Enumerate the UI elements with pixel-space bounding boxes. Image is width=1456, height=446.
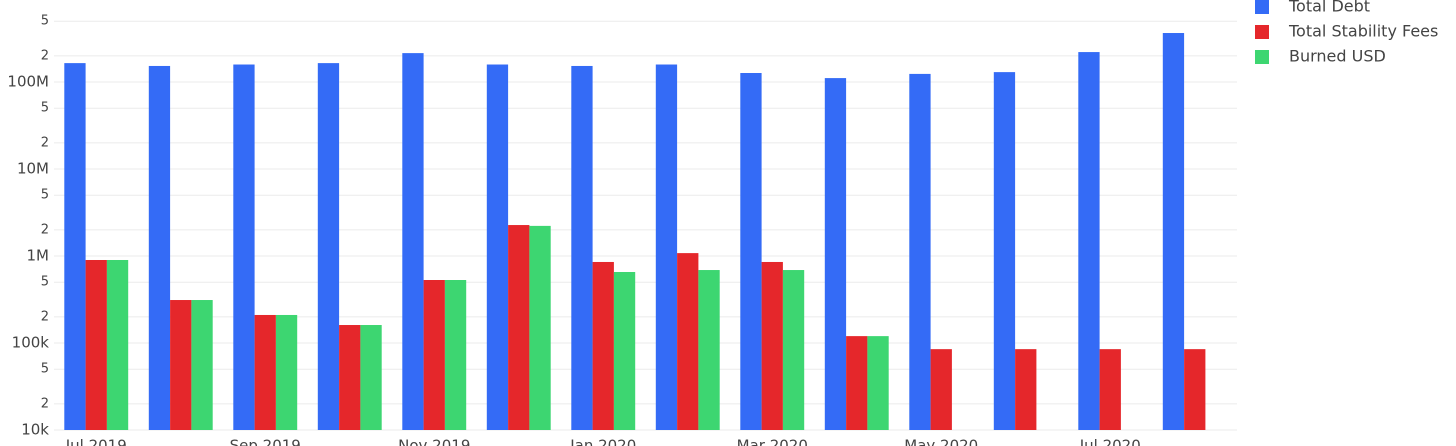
legend-label: Total Debt	[1288, 0, 1370, 16]
y-tick-label: 10M	[17, 160, 49, 178]
legend-swatch	[1255, 25, 1269, 39]
bar	[571, 65, 593, 430]
x-tick-label: Jul 2020	[1079, 437, 1141, 446]
bar	[508, 225, 530, 430]
bar	[930, 349, 952, 430]
y-tick-label: 2	[41, 222, 49, 237]
bar	[444, 280, 467, 430]
x-tick-label: Jan 2020	[569, 437, 636, 446]
bar	[993, 72, 1016, 430]
bar	[64, 63, 86, 430]
legend-swatch	[1255, 50, 1269, 64]
y-tick-label: 5	[41, 14, 49, 29]
y-tick-label: 5	[41, 275, 49, 290]
y-tick-label: 100M	[7, 73, 49, 91]
bar	[148, 65, 171, 430]
bar	[106, 259, 129, 430]
bar	[1184, 349, 1206, 430]
bar	[85, 259, 107, 430]
y-tick-label: 2	[41, 309, 49, 324]
y-tick-label: 1M	[27, 247, 50, 265]
bar	[360, 325, 382, 430]
x-tick-label: Sep 2019	[230, 437, 301, 446]
bar	[317, 63, 340, 430]
x-tick-label: Jul 2019	[65, 437, 127, 446]
bar	[655, 64, 678, 430]
bar	[1078, 52, 1100, 430]
bar	[698, 270, 720, 430]
bar	[486, 64, 509, 430]
bar	[170, 300, 192, 430]
bar	[423, 280, 445, 430]
bar	[761, 261, 783, 430]
x-tick-label: Mar 2020	[737, 437, 808, 446]
bar	[1162, 33, 1185, 431]
bar	[339, 325, 361, 430]
y-tick-label: 2	[41, 135, 49, 150]
bar	[824, 78, 847, 430]
bar	[529, 225, 551, 430]
bar	[254, 314, 276, 430]
bar	[867, 336, 889, 430]
bar	[233, 64, 255, 430]
x-tick-label: May 2020	[904, 437, 978, 446]
bar	[740, 73, 762, 431]
y-tick-label: 10k	[21, 421, 49, 439]
bar	[191, 300, 213, 430]
bar	[846, 336, 868, 430]
bar	[613, 272, 636, 430]
y-tick-label: 2	[41, 396, 49, 411]
bar	[592, 261, 614, 430]
legend-swatch	[1255, 0, 1269, 14]
y-tick-label: 5	[41, 101, 49, 116]
bar	[1015, 349, 1037, 430]
y-tick-label: 5	[41, 362, 49, 377]
bar	[275, 314, 298, 430]
bar	[1099, 349, 1121, 430]
bar	[402, 53, 424, 430]
legend-label: Total Stability Fees	[1288, 22, 1438, 41]
x-tick-label: Nov 2019	[398, 437, 470, 446]
y-tick-label: 2	[41, 48, 49, 63]
y-tick-label: 5	[41, 188, 49, 203]
legend-label: Burned USD	[1289, 47, 1386, 66]
bar	[782, 270, 805, 430]
bar	[677, 253, 699, 430]
y-tick-label: 100k	[12, 334, 50, 352]
bar	[909, 73, 931, 430]
